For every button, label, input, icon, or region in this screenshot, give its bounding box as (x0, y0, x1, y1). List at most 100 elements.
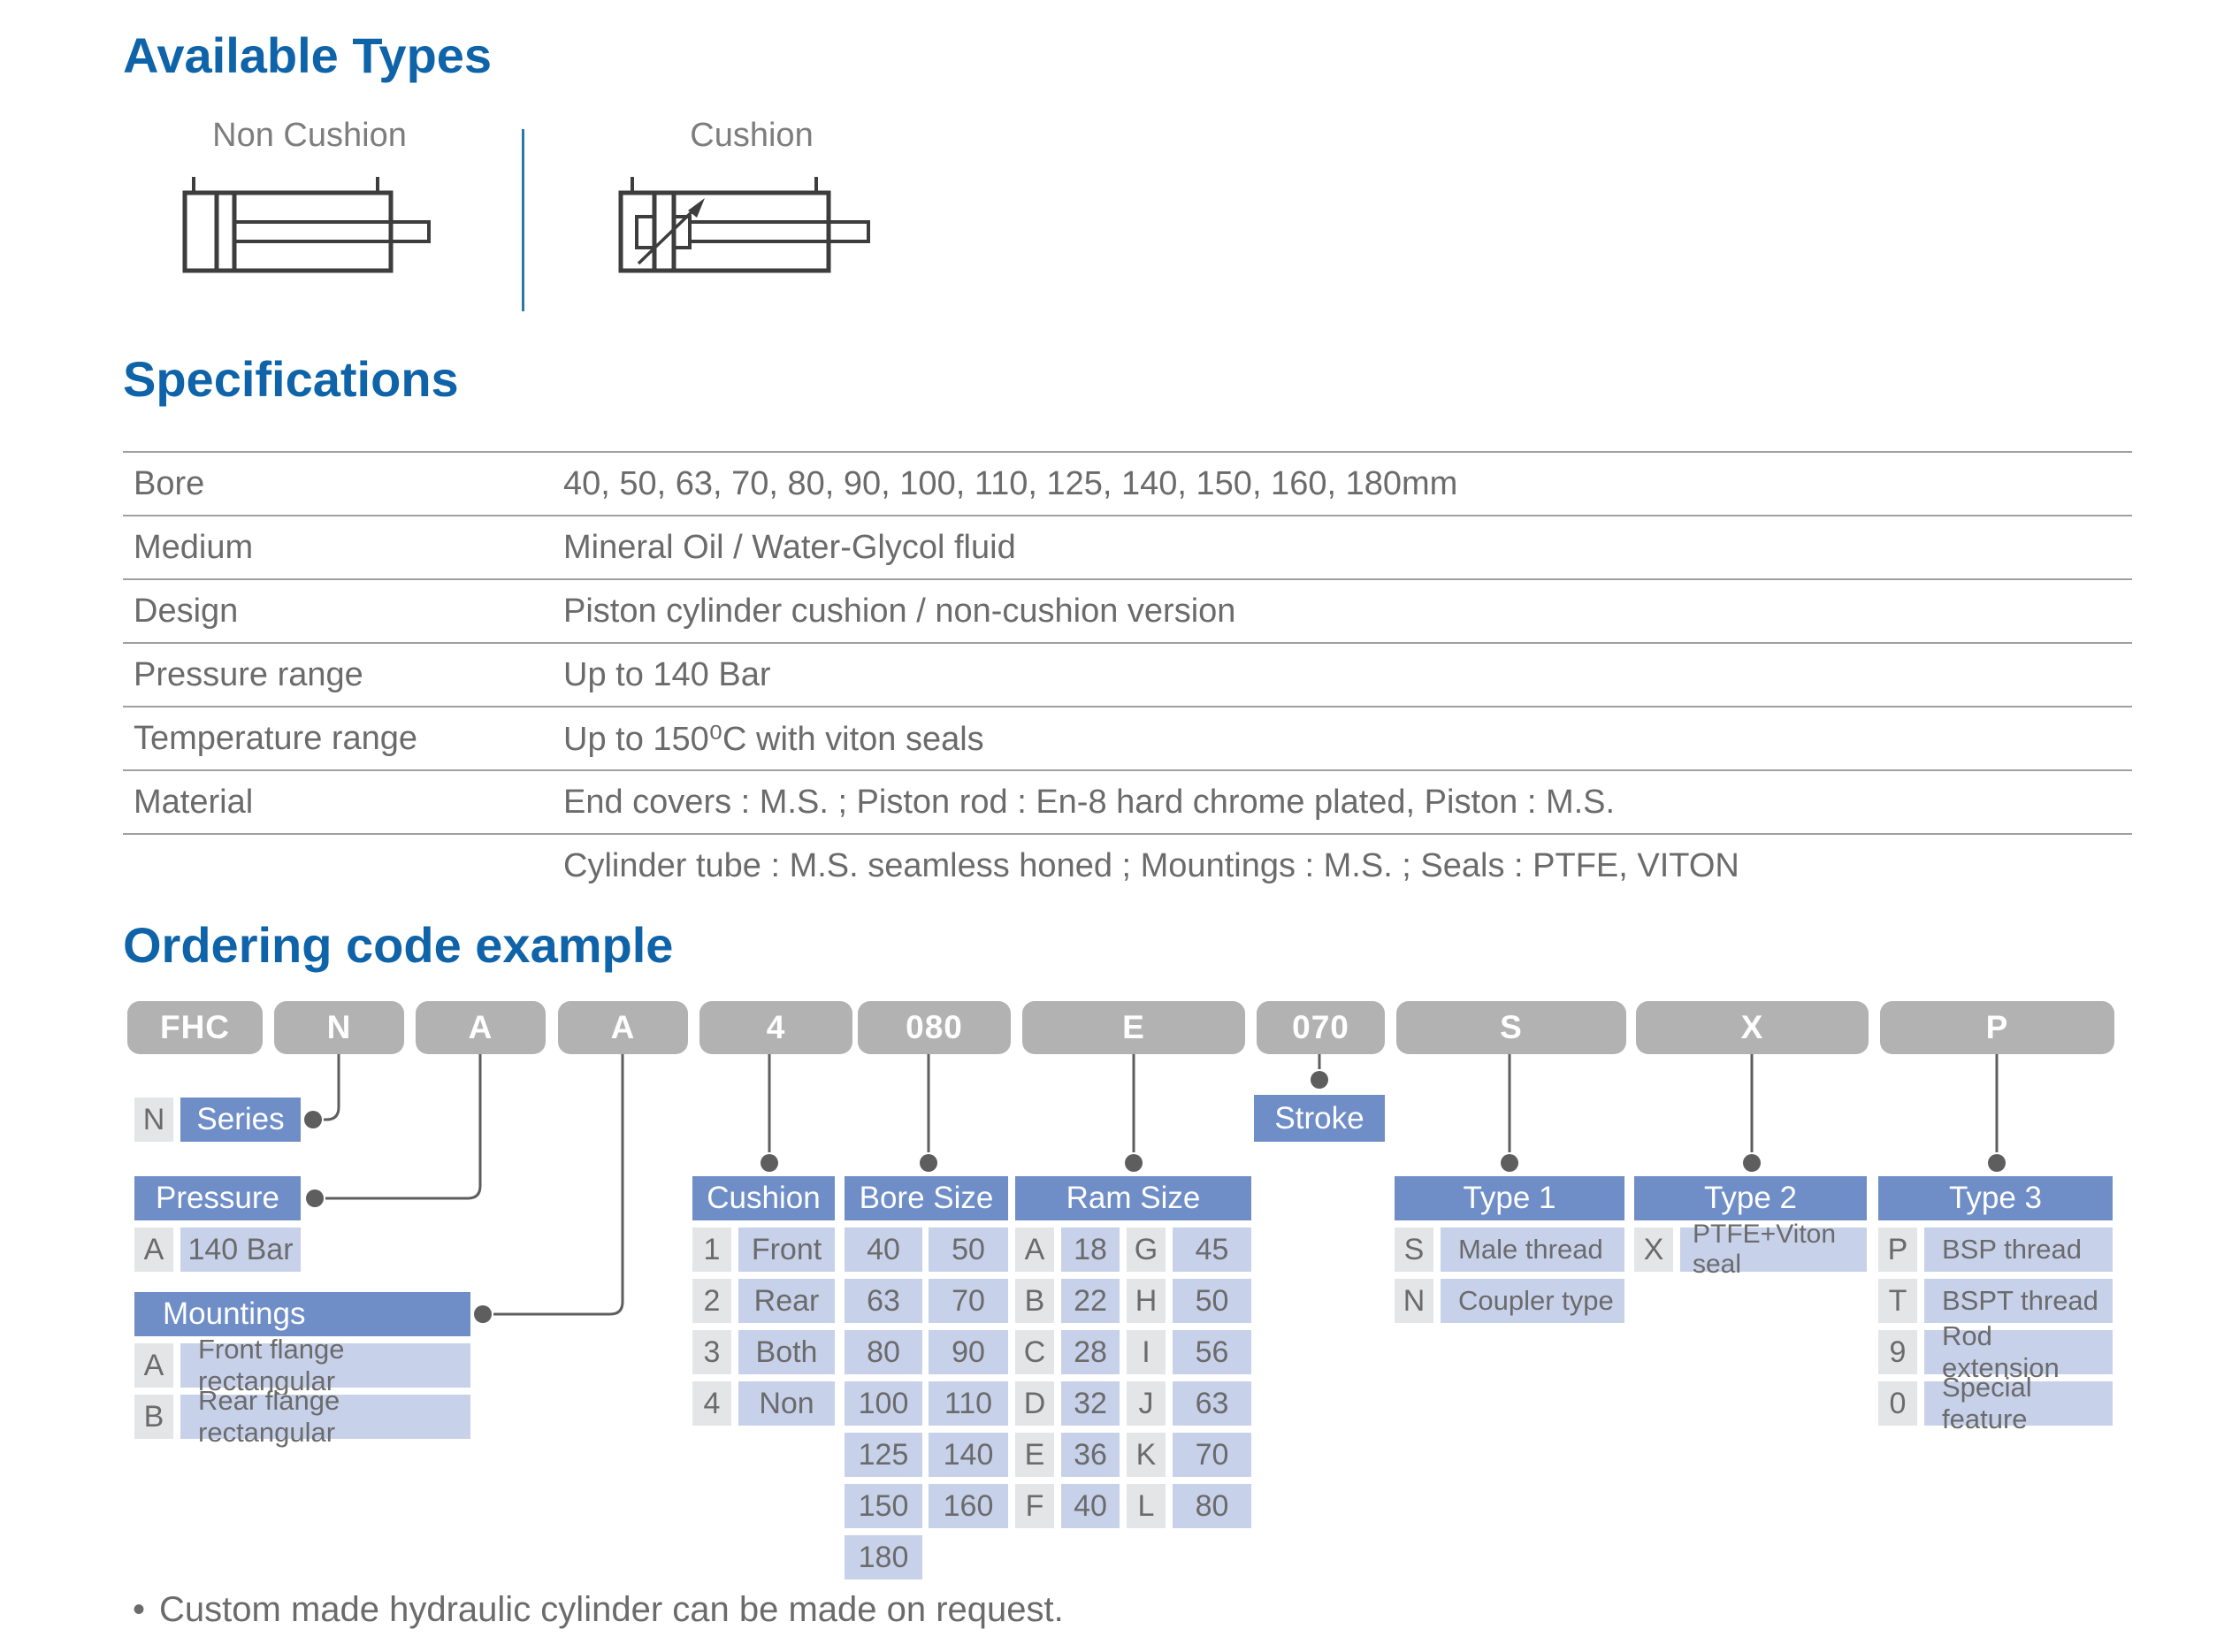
mountings-table-header: Mountings (134, 1292, 470, 1336)
cushion-value-cell: Rear (738, 1279, 835, 1323)
ram-value-cell: 63 (1173, 1381, 1251, 1426)
ram-value-cell: 50 (1173, 1279, 1251, 1323)
code-block-ram: E (1022, 1001, 1245, 1054)
spec-row-bore: Bore 40, 50, 63, 70, 80, 90, 100, 110, 1… (123, 451, 2132, 515)
type1-table-header: Type 1 (1395, 1176, 1624, 1220)
cushion-value-cell: Non (738, 1381, 835, 1426)
spec-table: Bore 40, 50, 63, 70, 80, 90, 100, 110, 1… (123, 451, 2132, 897)
cushion-value-cell: Front (738, 1228, 835, 1272)
ram-value-cell: 32 (1061, 1381, 1120, 1426)
bore-cell: 63 (845, 1279, 922, 1323)
spec-value: Cylinder tube : M.S. seamless honed ; Mo… (563, 846, 1739, 884)
mounting-value-cell: Rear flange rectangular (180, 1385, 470, 1448)
ram-value-cell: 40 (1061, 1484, 1120, 1528)
ram-code-chip: D (1015, 1381, 1054, 1426)
type3-table-header: Type 3 (1878, 1176, 2113, 1220)
spec-row-temperature-range: Temperature range Up to 150⁰C with viton… (123, 706, 2132, 769)
ram-value-cell: 56 (1173, 1330, 1251, 1374)
type3-code-chip: 0 (1878, 1381, 1917, 1426)
bore-cell: 100 (845, 1381, 922, 1426)
bore-cell: 70 (929, 1279, 1008, 1323)
bore-cell: 40 (845, 1228, 922, 1272)
pressure-value-cell: 140 Bar (180, 1228, 301, 1272)
type2-code-chip: X (1634, 1228, 1673, 1272)
bore-size-table-header: Bore Size (845, 1176, 1008, 1220)
spec-row-design: Design Piston cylinder cushion / non-cus… (123, 578, 2132, 642)
spec-row-material-cont: Cylinder tube : M.S. seamless honed ; Mo… (123, 833, 2132, 897)
type1-value-cell: Male thread (1441, 1228, 1624, 1272)
types-divider (522, 129, 524, 311)
spec-label: Pressure range (134, 655, 363, 693)
ram-code-chip: F (1015, 1484, 1054, 1528)
code-block-bore: 080 (858, 1001, 1011, 1054)
spec-value: 40, 50, 63, 70, 80, 90, 100, 110, 125, 1… (563, 464, 1458, 502)
cushion-table-header: Cushion (692, 1176, 835, 1220)
ram-value-cell: 70 (1173, 1433, 1251, 1477)
bore-cell: 140 (929, 1433, 1008, 1477)
mounting-code-chip: A (134, 1343, 173, 1388)
cushion-value-cell: Both (738, 1330, 835, 1374)
bore-cell: 50 (929, 1228, 1008, 1272)
code-block-fhc: FHC (127, 1001, 263, 1054)
ram-code-chip: J (1127, 1381, 1166, 1426)
type3-value-cell: BSPT thread (1924, 1279, 2113, 1323)
spec-label: Material (134, 783, 254, 821)
mounting-code-chip: B (134, 1395, 173, 1439)
cushion-label: Cushion (690, 117, 814, 154)
type3-code-chip: P (1878, 1228, 1917, 1272)
type1-code-chip: N (1395, 1279, 1433, 1323)
ram-value-cell: 80 (1173, 1484, 1251, 1528)
cushion-code-chip: 3 (692, 1330, 731, 1374)
spec-label: Medium (134, 528, 254, 566)
pressure-code-chip: A (134, 1228, 173, 1272)
type1-code-chip: S (1395, 1228, 1433, 1272)
pressure-table-header: Pressure (134, 1176, 301, 1220)
spec-value: End covers : M.S. ; Piston rod : En-8 ha… (563, 783, 1616, 821)
spec-row-medium: Medium Mineral Oil / Water-Glycol fluid (123, 515, 2132, 578)
type1-value-cell: Coupler type (1441, 1279, 1624, 1323)
spec-value: Mineral Oil / Water-Glycol fluid (563, 528, 1016, 566)
spec-row-material: Material End covers : M.S. ; Piston rod … (123, 769, 2132, 833)
ram-code-chip: B (1015, 1279, 1054, 1323)
code-block-series: N (274, 1001, 404, 1054)
cushion-code-chip: 2 (692, 1279, 731, 1323)
spec-value: Piston cylinder cushion / non-cushion ve… (563, 592, 1236, 630)
bore-cell: 160 (929, 1484, 1008, 1528)
code-block-type2: X (1636, 1001, 1869, 1054)
ram-code-chip: K (1127, 1433, 1166, 1477)
ram-value-cell: 45 (1173, 1228, 1251, 1272)
cushion-code-chip: 1 (692, 1228, 731, 1272)
bore-cell: 125 (845, 1433, 922, 1477)
ram-value-cell: 36 (1061, 1433, 1120, 1477)
ram-code-chip: G (1127, 1228, 1166, 1272)
ram-value-cell: 22 (1061, 1279, 1120, 1323)
type3-code-chip: 9 (1878, 1330, 1917, 1374)
code-block-type1: S (1396, 1001, 1626, 1054)
type3-code-chip: T (1878, 1279, 1917, 1323)
ram-code-chip: L (1127, 1484, 1166, 1528)
code-block-cushion: 4 (699, 1001, 852, 1054)
ram-value-cell: 18 (1061, 1228, 1120, 1272)
code-block-pressure: A (416, 1001, 546, 1054)
bore-cell: 80 (845, 1330, 922, 1374)
type3-value-cell: Rod extension (1924, 1320, 2113, 1383)
footnote-text: Custom made hydraulic cylinder can be ma… (159, 1590, 1064, 1629)
ram-code-chip: E (1015, 1433, 1054, 1477)
ram-code-chip: C (1015, 1330, 1054, 1374)
type3-value-cell: BSP thread (1924, 1228, 2113, 1272)
spec-label: Temperature range (134, 719, 418, 757)
footnote: • Custom made hydraulic cylinder can be m… (133, 1590, 1064, 1630)
type2-value-cell: PTFE+Viton seal (1680, 1220, 1867, 1279)
non-cushion-diagram (182, 177, 431, 273)
series-code-chip: N (134, 1098, 173, 1142)
spec-label: Bore (134, 464, 205, 502)
bore-cell: 110 (929, 1381, 1008, 1426)
ram-code-chip: H (1127, 1279, 1166, 1323)
series-label-box: Series (180, 1098, 301, 1142)
bore-cell: 180 (845, 1535, 922, 1579)
bore-cell: 90 (929, 1330, 1008, 1374)
spec-value: Up to 140 Bar (563, 655, 771, 693)
code-block-stroke: 070 (1257, 1001, 1385, 1054)
ram-value-cell: 28 (1061, 1330, 1120, 1374)
